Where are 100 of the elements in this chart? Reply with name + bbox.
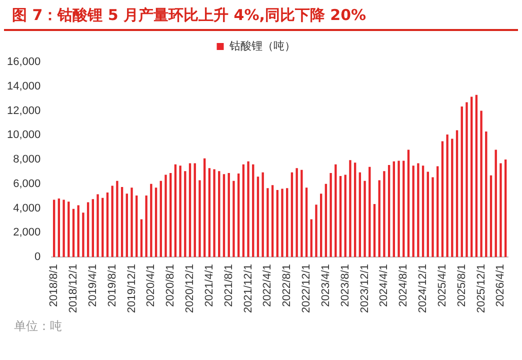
bar <box>490 175 492 258</box>
bar <box>422 166 424 258</box>
bar <box>460 106 463 258</box>
bar <box>247 161 250 258</box>
bar <box>242 164 245 258</box>
x-tick-label: 2020/8/1 <box>164 264 177 307</box>
bar <box>208 168 211 258</box>
bar <box>358 172 362 258</box>
bar <box>426 172 429 258</box>
bar <box>92 199 94 258</box>
x-tick-label: 2023/8/1 <box>339 264 352 307</box>
bar <box>169 172 172 258</box>
bar <box>276 190 278 258</box>
bar <box>136 195 138 258</box>
y-tick-label: 14,000 <box>6 80 41 92</box>
y-tick-label: 2,000 <box>13 226 41 239</box>
legend-label: 钴酸锂（吨） <box>228 39 296 52</box>
bar <box>286 188 288 258</box>
bar <box>407 150 410 258</box>
bar <box>456 130 458 258</box>
bar <box>402 160 405 258</box>
bar <box>237 174 240 258</box>
x-tick-label: 2018/8/1 <box>48 264 60 307</box>
bar <box>330 172 332 258</box>
x-tick-label: 2020/4/1 <box>145 264 158 307</box>
y-tick-label: 10,000 <box>6 129 41 142</box>
bar <box>120 186 124 258</box>
bar <box>480 110 482 258</box>
x-tick-label: 2019/12/1 <box>126 264 138 313</box>
bar <box>451 138 454 258</box>
bar <box>320 194 322 258</box>
x-tick-label: 2022/12/1 <box>300 264 313 313</box>
bar <box>441 141 444 258</box>
x-tick-label: 2020/12/1 <box>184 264 196 313</box>
bar <box>154 188 158 258</box>
bar <box>334 164 337 258</box>
chart-title: 图 7：钴酸锂 5 月产量环比上升 4%,同比下降 20% <box>4 0 518 31</box>
y-tick-label: 4,000 <box>13 202 41 214</box>
bar <box>62 200 65 258</box>
x-tick-label: 2023/4/1 <box>320 264 332 307</box>
bar <box>228 172 230 258</box>
bar <box>164 174 167 258</box>
x-tick-label: 2022/8/1 <box>281 264 294 307</box>
bar <box>102 198 104 258</box>
bar <box>174 164 177 258</box>
bar <box>504 160 507 258</box>
bar <box>388 165 390 258</box>
y-tick-label: 8,000 <box>13 154 41 166</box>
bar <box>373 204 376 258</box>
bar <box>349 160 352 258</box>
bar <box>266 188 269 258</box>
x-tick-label: 2024/4/1 <box>378 264 390 307</box>
bar <box>86 202 90 258</box>
x-tick-label: 2023/12/1 <box>358 264 371 313</box>
bar <box>82 212 84 258</box>
bar <box>417 163 420 258</box>
bar <box>58 198 60 258</box>
x-tick-label: 2026/4/1 <box>494 264 507 307</box>
bar <box>300 170 303 258</box>
bar <box>339 176 342 258</box>
bar <box>466 102 468 258</box>
bar <box>184 171 186 258</box>
bar <box>256 176 260 258</box>
bar <box>344 174 346 258</box>
bar <box>150 184 152 258</box>
x-tick-label: 2021/8/1 <box>222 264 235 307</box>
bar <box>145 195 148 258</box>
bar <box>324 184 328 258</box>
text: 单位：吨 <box>13 318 63 335</box>
bar <box>96 194 99 258</box>
bar <box>354 162 356 258</box>
x-tick-label: 2018/12/1 <box>68 264 80 313</box>
x-tick-label: 2021/12/1 <box>242 264 254 313</box>
bar <box>252 164 254 258</box>
bar <box>470 96 473 258</box>
bar <box>412 166 414 258</box>
bar <box>378 180 380 258</box>
x-tick-label: 2024/8/1 <box>398 264 410 307</box>
bar <box>432 177 434 258</box>
bar <box>398 160 400 258</box>
bar <box>72 208 75 258</box>
bar <box>232 180 235 258</box>
x-tick-label: 2019/4/1 <box>86 264 99 307</box>
bar <box>392 161 396 258</box>
x-tick-label: 2024/12/1 <box>417 264 430 313</box>
bar <box>198 180 201 258</box>
bar <box>203 158 206 258</box>
bar <box>494 150 497 258</box>
y-tick-label: 0 <box>34 251 41 264</box>
bar <box>315 204 318 258</box>
bar <box>305 188 308 258</box>
bar <box>130 188 133 258</box>
bar <box>106 192 109 258</box>
bar <box>188 163 192 258</box>
bar <box>364 180 366 258</box>
bar <box>310 219 312 258</box>
bar <box>179 166 182 258</box>
bar <box>116 180 118 258</box>
y-tick-label: 12,000 <box>6 104 41 117</box>
x-tick-label: 2025/12/1 <box>475 264 488 313</box>
